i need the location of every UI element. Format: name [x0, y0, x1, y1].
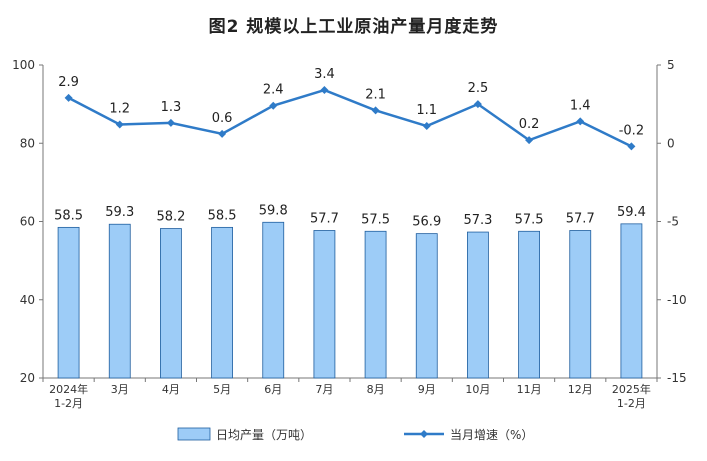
x-tick-label: 8月 [367, 383, 385, 396]
x-tick-label: 10月 [465, 383, 490, 396]
line-data-label: -0.2 [619, 123, 644, 138]
right-tick-label: 5 [667, 58, 675, 72]
x-tick-label: 4月 [162, 383, 180, 396]
line-point [218, 129, 227, 138]
right-tick-label: -15 [667, 371, 687, 385]
bar [160, 228, 182, 379]
legend-bar-label: 日均产量（万吨） [216, 428, 312, 442]
bar [108, 223, 131, 379]
left-tick-label: 100 [12, 58, 35, 72]
line-point [473, 100, 482, 109]
bar-data-label: 57.7 [566, 211, 595, 226]
bar [262, 221, 285, 379]
legend-line-label: 当月增速（%） [450, 428, 533, 442]
line-point [371, 106, 380, 115]
line-data-label: 3.4 [314, 67, 335, 82]
line-point [320, 86, 329, 95]
x-tick-label: 9月 [418, 383, 436, 396]
left-tick-label: 80 [20, 136, 35, 150]
line-data-label: 2.4 [263, 83, 284, 98]
line-point [115, 120, 124, 129]
bar [620, 223, 643, 379]
line-point [576, 117, 585, 126]
line-point [627, 142, 636, 151]
bar [57, 226, 80, 379]
bar [313, 230, 336, 379]
line-data-label: 0.2 [519, 117, 540, 132]
line-data-label: 2.5 [468, 81, 489, 96]
x-tick-label: 2024年 [49, 382, 88, 396]
line-data-label: 2.1 [365, 87, 386, 102]
bar-data-label: 56.9 [412, 215, 441, 230]
x-tick-label: 6月 [264, 383, 282, 396]
line-data-label: 1.1 [416, 103, 437, 118]
bar-data-label: 58.5 [208, 208, 237, 223]
line-point [269, 101, 278, 110]
growth-line [68, 88, 632, 148]
bar [569, 230, 592, 379]
bar-data-label: 57.5 [515, 212, 544, 227]
line-data-label: 1.2 [109, 101, 130, 116]
bar-data-label: 57.5 [361, 212, 390, 227]
x-tick-label: 12月 [568, 383, 593, 396]
bar-data-label: 59.8 [259, 203, 288, 218]
left-tick-label: 60 [20, 215, 35, 229]
x-tick-label: 1-2月 [54, 397, 83, 410]
bar-data-label: 59.3 [105, 205, 134, 220]
legend-line-marker [420, 430, 428, 438]
line-data-label: 1.3 [161, 100, 182, 115]
chart-title: 图2 规模以上工业原油产量月度走势 [208, 17, 499, 37]
bar-data-label: 59.4 [617, 205, 646, 220]
right-tick-label: -5 [667, 215, 679, 229]
bar-data-label: 58.5 [54, 208, 83, 223]
line-data-label: 1.4 [570, 98, 591, 113]
right-tick-label: -10 [667, 293, 687, 307]
x-tick-label: 11月 [517, 383, 542, 396]
x-tick-label: 5月 [213, 383, 231, 396]
line-point [422, 122, 431, 131]
bar [467, 231, 489, 379]
x-tick-label: 7月 [315, 383, 333, 396]
line-point [525, 136, 534, 145]
bar-data-label: 57.3 [463, 213, 492, 228]
bar [518, 230, 540, 379]
x-tick-label: 3月 [111, 383, 129, 396]
left-tick-label: 20 [20, 371, 35, 385]
line-point [64, 93, 73, 102]
bar-data-label: 58.2 [156, 210, 185, 225]
left-tick-label: 40 [20, 293, 35, 307]
line-data-label: 2.9 [58, 75, 79, 90]
line-point [166, 118, 175, 127]
bar-data-label: 57.7 [310, 211, 339, 226]
x-tick-label: 1-2月 [617, 397, 646, 410]
x-tick-label: 2025年 [612, 382, 651, 396]
bar [364, 230, 387, 379]
right-tick-label: 0 [667, 136, 675, 150]
bar [415, 233, 438, 379]
line-data-label: 0.6 [212, 111, 233, 126]
legend-bar-swatch [177, 427, 211, 441]
bar [211, 226, 233, 379]
